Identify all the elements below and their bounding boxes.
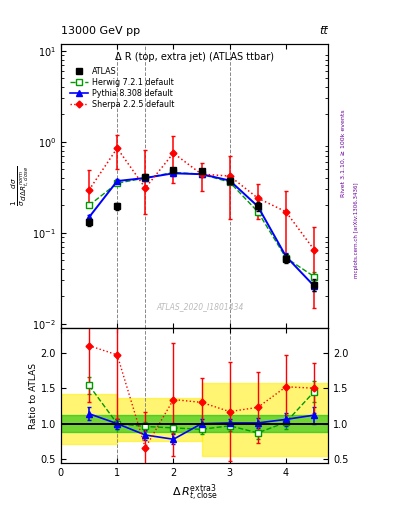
Text: Rivet 3.1.10, ≥ 100k events: Rivet 3.1.10, ≥ 100k events bbox=[341, 110, 346, 198]
Y-axis label: Ratio to ATLAS: Ratio to ATLAS bbox=[29, 362, 38, 429]
Legend: ATLAS, Herwig 7.2.1 default, Pythia 8.308 default, Sherpa 2.2.5 default: ATLAS, Herwig 7.2.1 default, Pythia 8.30… bbox=[70, 68, 174, 110]
X-axis label: $\Delta\,R^{\rm extra3}_{t,\rm close}$: $\Delta\,R^{\rm extra3}_{t,\rm close}$ bbox=[172, 482, 217, 503]
Text: tt̅: tt̅ bbox=[320, 26, 328, 36]
Y-axis label: $\frac{1}{\sigma}\frac{d\sigma}{d\Delta R_{t,close}^{norm}}$: $\frac{1}{\sigma}\frac{d\sigma}{d\Delta … bbox=[9, 165, 31, 206]
Text: ATLAS_2020_I1801434: ATLAS_2020_I1801434 bbox=[156, 302, 244, 311]
Text: 13000 GeV pp: 13000 GeV pp bbox=[61, 26, 140, 36]
Text: Δ R (top, extra jet) (ATLAS ttbar): Δ R (top, extra jet) (ATLAS ttbar) bbox=[115, 52, 274, 62]
Text: mcplots.cern.ch [arXiv:1306.3436]: mcplots.cern.ch [arXiv:1306.3436] bbox=[354, 183, 359, 278]
